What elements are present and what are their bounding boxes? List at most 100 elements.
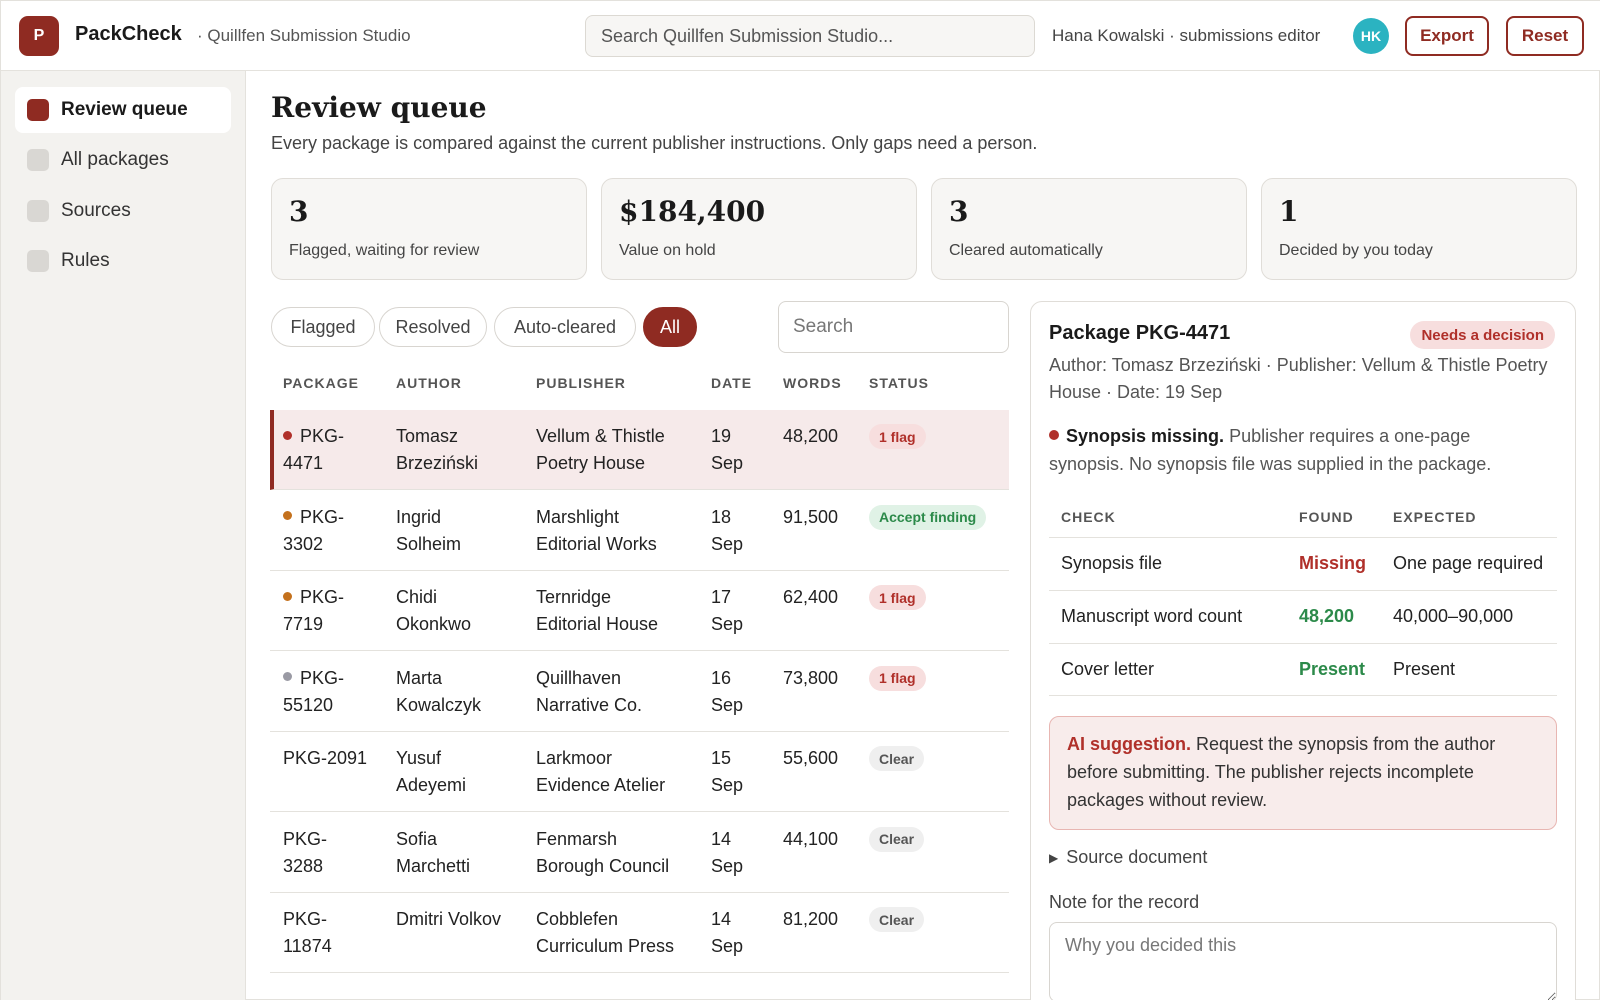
global-search-input[interactable] <box>585 15 1035 57</box>
cell-publisher-line: Editorial Works <box>536 533 657 554</box>
check-name: Synopsis file <box>1061 553 1163 573</box>
filter-all[interactable]: All <box>643 307 697 347</box>
cell-author-line: Adeyemi <box>396 775 467 795</box>
cell-publisher: Cobblefen Curriculum Press <box>536 906 674 960</box>
sidebar-item-label: Review queue <box>61 99 188 120</box>
sidebar-item-label: Sources <box>61 200 131 221</box>
top-bar: P PackCheck · Quillfen Submission Studio… <box>1 1 1600 71</box>
ai-suggestion-text: Request the synopsis from the author bef… <box>1067 734 1496 810</box>
finding-title: Synopsis missing. <box>1066 426 1225 446</box>
cell-author: Ingrid Solheim <box>396 504 461 558</box>
table-row[interactable]: PKG- 55120 Marta Kowalczyk Quillhaven Narrati… <box>270 652 1009 732</box>
sources-icon <box>27 200 49 222</box>
status-badge: 1 flag <box>869 665 926 691</box>
cell-publisher: Quillhaven Narrative Co. <box>536 665 642 719</box>
stat-card-cleared: 3 Cleared automatically <box>931 178 1247 280</box>
table-row[interactable]: PKG-2091 Yusuf Adeyemi Larkmoor Evidence Ate… <box>270 732 1009 812</box>
reset-button[interactable]: Reset <box>1506 16 1584 56</box>
filter-auto-cleared[interactable]: Auto-cleared <box>494 307 636 347</box>
cell-package: PKG- 11874 <box>283 906 332 960</box>
cell-publisher-line: Editorial House <box>536 614 659 634</box>
sidebar-item-all-packages[interactable]: All packages <box>15 137 231 183</box>
review-queue-icon <box>27 99 49 121</box>
cell-author-line: Okonkwo <box>396 614 472 634</box>
flag-dot-icon <box>1049 430 1059 441</box>
check-header-check: CHECK <box>1061 509 1116 525</box>
cell-publisher-line: Cobblefen <box>536 909 619 929</box>
column-header-date[interactable]: DATE <box>711 375 753 391</box>
check-expected: 40,000–90,000 <box>1393 606 1514 626</box>
check-found: Present <box>1299 659 1366 679</box>
export-button[interactable]: Export <box>1405 16 1489 56</box>
cell-author-line: Kowalczyk <box>396 694 482 715</box>
sidebar-item-label: Rules <box>61 250 110 271</box>
package-id-line: 3288 <box>283 855 324 876</box>
stat-label: Decided by you today <box>1279 242 1433 259</box>
cell-publisher-line: Quillhaven <box>536 667 622 688</box>
check-name: Manuscript word count <box>1061 606 1243 626</box>
status-badge: Clear <box>869 746 925 771</box>
column-header-words[interactable]: WORDS <box>783 375 842 391</box>
note-input[interactable] <box>1049 922 1557 1000</box>
cell-date: 14 Sep <box>711 906 743 960</box>
cell-publisher-line: Fenmarsh <box>536 828 618 849</box>
all-packages-icon <box>27 149 49 171</box>
cell-author-line: Brzeziński <box>396 453 479 473</box>
detail-meta: Author: Tomasz Brzeziński · Publisher: V… <box>1049 355 1548 402</box>
filter-resolved[interactable]: Resolved <box>379 307 487 347</box>
status-dot-icon <box>283 511 292 521</box>
detail-title: Package PKG-4471 <box>1049 322 1231 344</box>
column-header-author[interactable]: AUTHOR <box>396 375 462 391</box>
stat-card-decided: 1 Decided by you today <box>1261 178 1577 280</box>
sidebar-item-review-queue[interactable]: Review queue <box>15 87 231 133</box>
column-header-status[interactable]: STATUS <box>869 375 929 391</box>
cell-publisher-line: Larkmoor <box>536 748 613 768</box>
caret-right-icon: ▶ <box>1049 851 1059 865</box>
cell-author-line: Ingrid <box>396 506 442 527</box>
stat-label: Cleared automatically <box>949 242 1103 259</box>
check-name: Cover letter <box>1061 659 1155 679</box>
cell-publisher: Vellum & Thistle Poetry House <box>536 423 665 477</box>
cell-author: Tomasz Brzeziński <box>396 423 478 477</box>
table-row[interactable]: PKG- 3302 Ingrid Solheim Marshlight Editorial… <box>270 491 1009 571</box>
sidebar-item-sources[interactable]: Sources <box>15 188 231 234</box>
package-id-line: PKG- <box>283 909 328 929</box>
package-id-line: 4471 <box>283 453 324 473</box>
cell-author: Marta Kowalczyk <box>396 665 481 719</box>
cell-date: 16 Sep <box>711 665 743 719</box>
cell-author-line: Dmitri Volkov <box>396 909 502 929</box>
check-row: Manuscript word count 48,200 40,000–90,0… <box>1049 590 1557 643</box>
cell-date: 14 Sep <box>711 826 743 880</box>
cell-date-line: 18 <box>711 506 732 527</box>
cell-publisher-line: Vellum & Thistle <box>536 426 665 446</box>
cell-words: 91,500 <box>783 506 839 527</box>
cell-author-line: Tomasz <box>396 426 459 446</box>
status-dot-icon <box>283 430 292 440</box>
cell-date-line: Sep <box>711 453 744 473</box>
stat-value: $184,400 <box>619 195 766 228</box>
cell-publisher: Fenmarsh Borough Council <box>536 826 669 880</box>
cell-author: Yusuf Adeyemi <box>396 745 466 799</box>
avatar[interactable]: HK <box>1353 18 1389 54</box>
stat-card-flagged: 3 Flagged, waiting for review <box>271 178 587 280</box>
cell-package: PKG- 3302 <box>283 504 344 558</box>
table-row[interactable]: PKG- 3288 Sofia Marchetti Fenmarsh Borough Co… <box>270 813 1009 893</box>
table-search-input[interactable] <box>778 301 1009 353</box>
column-header-publisher[interactable]: PUBLISHER <box>536 375 626 391</box>
ai-suggestion-title: AI suggestion. <box>1067 734 1192 754</box>
stat-card-value-on-hold: $184,400 Value on hold <box>601 178 917 280</box>
table-row[interactable]: PKG- 11874 Dmitri Volkov Cobblefen Curriculu… <box>270 893 1009 973</box>
source-document-toggle[interactable]: ▶ Source document <box>1049 847 1207 868</box>
package-id-line: PKG-2091 <box>283 748 368 768</box>
stat-label: Flagged, waiting for review <box>289 242 480 259</box>
table-row[interactable]: PKG- 4471 Tomasz Brzeziński Vellum & Thistle… <box>270 410 1009 490</box>
column-header-package[interactable]: PACKAGE <box>283 375 359 391</box>
status-badge: 1 flag <box>869 424 926 449</box>
package-id-line: 11874 <box>283 936 332 956</box>
package-id-line: PKG- <box>283 828 328 849</box>
status-badge: Accept finding <box>869 504 987 530</box>
filter-flagged[interactable]: Flagged <box>271 307 375 347</box>
cell-publisher: Marshlight Editorial Works <box>536 504 657 558</box>
table-row[interactable]: PKG- 7719 Chidi Okonkwo Ternridge Editorial H… <box>270 571 1009 651</box>
sidebar-item-rules[interactable]: Rules <box>15 238 231 284</box>
